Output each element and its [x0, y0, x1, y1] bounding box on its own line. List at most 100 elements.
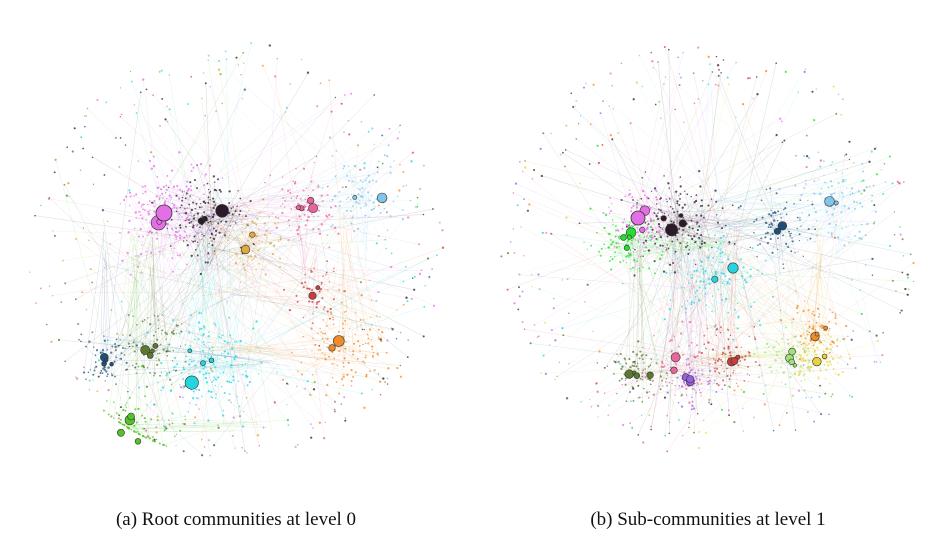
graph-node: [239, 251, 242, 253]
graph-node: [296, 385, 298, 388]
graph-node: [190, 208, 194, 212]
graph-node: [119, 116, 121, 118]
graph-node: [802, 332, 805, 335]
graph-node: [807, 367, 809, 369]
graph-edge: [208, 328, 254, 368]
graph-hub-node: [711, 275, 719, 283]
graph-node: [152, 164, 156, 168]
graph-node: [639, 350, 642, 353]
graph-node: [631, 225, 634, 228]
graph-node: [536, 336, 538, 338]
graph-node: [213, 253, 216, 256]
graph-edge: [834, 191, 860, 200]
graph-node: [92, 379, 94, 381]
graph-node: [802, 359, 805, 362]
graph-node: [678, 227, 681, 230]
graph-edge: [301, 342, 346, 375]
graph-node: [685, 364, 688, 366]
graph-node: [183, 190, 186, 193]
graph-node: [802, 347, 805, 350]
graph-edge: [699, 162, 854, 195]
graph-edge: [816, 230, 829, 366]
graph-node: [381, 162, 384, 165]
graph-edge: [199, 301, 204, 313]
graph-node: [655, 189, 658, 192]
graph-node: [338, 190, 341, 193]
graph-node: [159, 343, 162, 346]
graph-edge: [742, 104, 818, 332]
graph-node: [668, 198, 671, 200]
graph-node: [305, 187, 308, 189]
graph-node: [181, 196, 184, 199]
graph-node: [646, 236, 648, 238]
graph-edge: [219, 236, 228, 250]
graph-edge: [360, 181, 364, 193]
graph-node: [93, 346, 95, 348]
graph-node: [304, 388, 307, 390]
graph-node: [748, 77, 752, 80]
graph-edge: [203, 264, 213, 335]
graph-edge: [638, 245, 680, 386]
graph-node: [678, 265, 681, 268]
graph-node: [365, 354, 367, 356]
graph-edge: [48, 198, 304, 242]
graph-node: [135, 362, 138, 365]
graph-edge: [118, 274, 135, 415]
graph-edge: [566, 217, 816, 366]
graph-node: [642, 255, 644, 258]
graph-node: [316, 301, 319, 304]
graph-edge: [713, 252, 721, 257]
graph-node: [406, 356, 409, 358]
graph-node: [873, 360, 876, 363]
graph-edge: [151, 223, 159, 329]
graph-node: [134, 255, 137, 257]
graph-node: [368, 279, 371, 281]
graph-node: [112, 401, 115, 404]
graph-node: [523, 328, 526, 330]
graph-node: [352, 342, 356, 345]
graph-node: [754, 338, 757, 341]
graph-edge: [636, 245, 638, 382]
graph-node: [149, 251, 153, 254]
graph-node: [335, 381, 338, 383]
graph-node: [836, 345, 838, 348]
graph-node: [609, 210, 612, 213]
graph-edge: [62, 232, 249, 261]
graph-node: [241, 425, 245, 428]
graph-edge: [744, 269, 820, 398]
graph-node: [691, 396, 693, 399]
graph-node: [121, 259, 124, 262]
graph-node: [273, 401, 276, 404]
graph-edge: [835, 208, 856, 258]
graph-node: [850, 338, 853, 341]
graph-node: [620, 62, 623, 65]
graph-node: [746, 373, 749, 375]
graph-node: [803, 70, 806, 74]
graph-node: [716, 367, 719, 370]
graph-edge: [240, 204, 321, 235]
graph-edge: [566, 234, 687, 276]
graph-node: [317, 349, 320, 351]
graph-edge: [698, 84, 709, 262]
graph-node: [722, 59, 725, 61]
graph-edge: [670, 218, 720, 360]
graph-node: [659, 117, 662, 120]
graph-node: [699, 260, 701, 262]
graph-node: [320, 194, 323, 197]
graph-node: [645, 196, 649, 199]
graph-node: [314, 343, 317, 347]
graph-node: [241, 226, 243, 229]
graph-node: [841, 172, 843, 174]
graph-node: [633, 259, 636, 262]
graph-node: [180, 204, 183, 206]
graph-node: [763, 403, 766, 406]
graph-edge: [208, 55, 370, 195]
graph-node: [673, 335, 675, 337]
graph-edge: [274, 195, 309, 297]
graph-node: [717, 84, 720, 87]
graph-node: [631, 242, 633, 245]
graph-edge: [112, 241, 223, 376]
graph-node: [753, 352, 756, 355]
graph-node: [134, 227, 136, 230]
graph-node: [554, 378, 556, 381]
